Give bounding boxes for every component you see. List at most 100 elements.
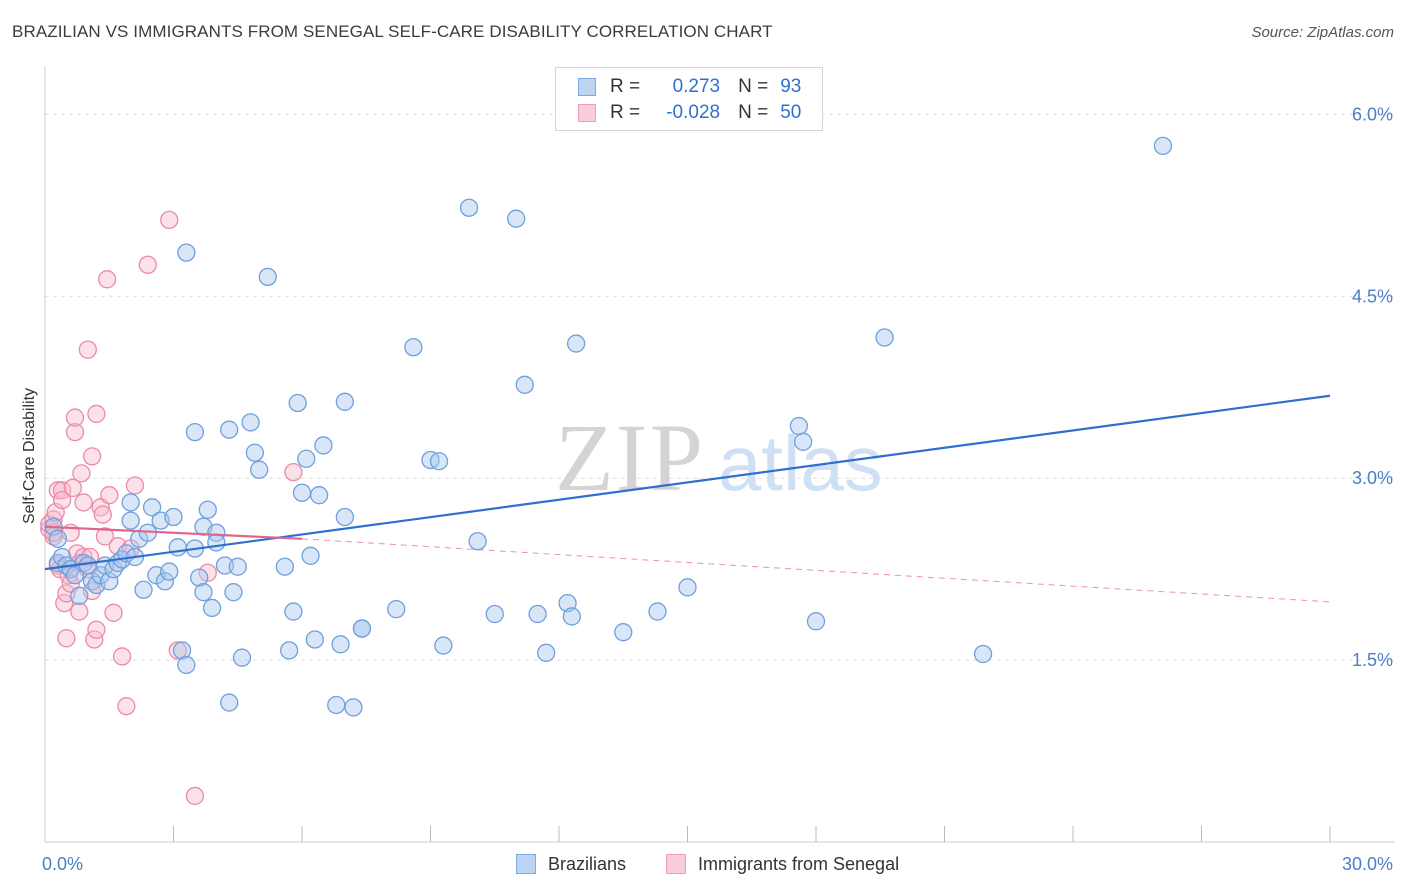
brazilian-point <box>678 578 697 597</box>
brazilian-point <box>292 483 312 502</box>
y-axis-label: Self-Care Disability <box>21 388 38 524</box>
senegal-point <box>198 563 217 582</box>
brazilian-point <box>245 443 265 462</box>
brazilian-point <box>160 562 179 581</box>
legend-r-label: R = <box>610 102 641 123</box>
legend-swatch-pink <box>578 104 596 122</box>
brazilian-point <box>562 607 581 626</box>
series-brazilians-points <box>44 136 1173 717</box>
brazilian-point <box>241 413 260 432</box>
brazilian-point <box>485 604 504 624</box>
y-tick-label: 4.5% <box>1352 286 1393 306</box>
senegal-point <box>87 620 106 639</box>
brazilian-point <box>279 641 299 660</box>
senegal-point <box>138 255 157 274</box>
brazilian-point <box>806 612 826 631</box>
brazilian-point <box>155 572 175 591</box>
senegal-point <box>52 481 72 500</box>
brazilian-point <box>207 523 226 542</box>
brazilian-point <box>794 432 813 451</box>
trend-lines <box>44 394 1331 603</box>
legend-r-value: -0.028 <box>666 102 721 123</box>
brazilian-point <box>220 693 239 712</box>
legend-row-senegal: R = -0.028 N = 50 <box>578 101 801 125</box>
brazilian-point <box>566 334 586 353</box>
senegal-point <box>63 478 82 498</box>
bottom-legend-swatch-pink <box>666 854 686 874</box>
source-label: Source: ZipAtlas.com <box>1251 24 1394 41</box>
legend-n-value: 93 <box>780 76 802 97</box>
brazilian-point <box>194 583 213 602</box>
senegal-point <box>48 481 67 500</box>
brazilian-point <box>288 393 307 413</box>
brazilian-point <box>404 338 423 357</box>
brazilian-point <box>468 532 487 551</box>
brazilian-point <box>224 583 243 602</box>
brazilian-point <box>185 422 205 442</box>
brazilian-point <box>507 209 526 228</box>
brazilian-point <box>344 698 363 717</box>
senegal-point <box>72 464 91 483</box>
brazilian-point <box>528 604 547 624</box>
brazilian-point <box>177 243 196 262</box>
brazilian-point <box>121 511 140 530</box>
brazilian-point <box>335 392 354 411</box>
senegal-point <box>112 647 132 666</box>
bottom-legend-label: Brazilians <box>548 853 627 874</box>
senegal-point <box>93 505 112 524</box>
senegal-point <box>78 340 97 359</box>
senegal-trend-line <box>44 525 303 540</box>
legend-r-label: R = <box>610 76 641 97</box>
senegal-trend-line-extension <box>301 538 1331 603</box>
brazilian-point <box>275 557 295 576</box>
tick-labels: 1.5% 3.0% 4.5% 6.0% 0.0% 30.0% <box>42 104 1393 874</box>
bottom-legend-senegal: Immigrants from Senegal <box>666 851 899 877</box>
senegal-point <box>57 629 76 648</box>
senegal-point <box>100 486 119 505</box>
senegal-point <box>52 490 72 510</box>
senegal-point <box>104 603 123 622</box>
brazilian-point <box>301 546 320 565</box>
brazilian-point <box>198 500 217 519</box>
brazilian-point <box>258 267 277 287</box>
senegal-point <box>168 641 187 660</box>
brazilian-point <box>314 436 333 455</box>
brazilian-point <box>172 641 192 660</box>
senegal-point <box>70 602 89 621</box>
senegal-point <box>125 476 145 495</box>
brazilian-point <box>309 486 329 505</box>
brazilian-point <box>537 643 556 662</box>
brazilian-point <box>973 644 993 664</box>
senegal-point <box>82 447 102 466</box>
brazilian-point <box>648 602 667 621</box>
x-tick-label: 0.0% <box>42 854 83 874</box>
x-tick-label: 30.0% <box>1342 854 1393 874</box>
brazilian-point <box>232 648 252 667</box>
brazilian-point <box>335 507 354 527</box>
senegal-point <box>185 786 205 806</box>
senegal-point <box>65 408 85 427</box>
brazilian-point <box>352 619 372 638</box>
brazilian-point <box>614 623 633 642</box>
senegal-point <box>65 422 85 442</box>
legend-n-label: N = <box>738 102 769 123</box>
brazilian-point <box>121 493 140 512</box>
brazilian-point <box>1153 136 1173 156</box>
senegal-point <box>284 462 303 482</box>
brazilian-point <box>207 533 226 552</box>
brazilian-point <box>434 636 453 655</box>
brazilian-point <box>875 328 894 347</box>
brazilian-point <box>190 568 209 587</box>
brazilian-point <box>168 538 187 557</box>
correlation-legend: R = 0.273 N = 93 R = -0.028 N = 50 <box>555 67 823 131</box>
bottom-legend-swatch-blue <box>516 854 536 874</box>
bottom-legend-label: Immigrants from Senegal <box>698 853 900 874</box>
senegal-point <box>87 404 106 424</box>
y-tick-label: 3.0% <box>1352 468 1393 488</box>
senegal-point <box>74 493 93 512</box>
brazilians-trend-line <box>44 394 1331 571</box>
legend-n-value: 50 <box>780 102 802 123</box>
y-tick-label: 1.5% <box>1352 650 1393 670</box>
brazilian-point <box>134 580 153 599</box>
